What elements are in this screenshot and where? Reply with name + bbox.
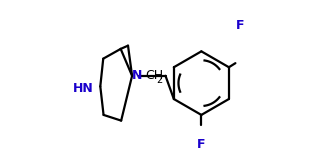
Text: F: F [236,19,245,32]
Text: 2: 2 [156,75,163,85]
Text: F: F [197,138,205,151]
Text: N: N [132,69,142,82]
Text: CH: CH [145,69,163,82]
Text: HN: HN [73,82,94,95]
